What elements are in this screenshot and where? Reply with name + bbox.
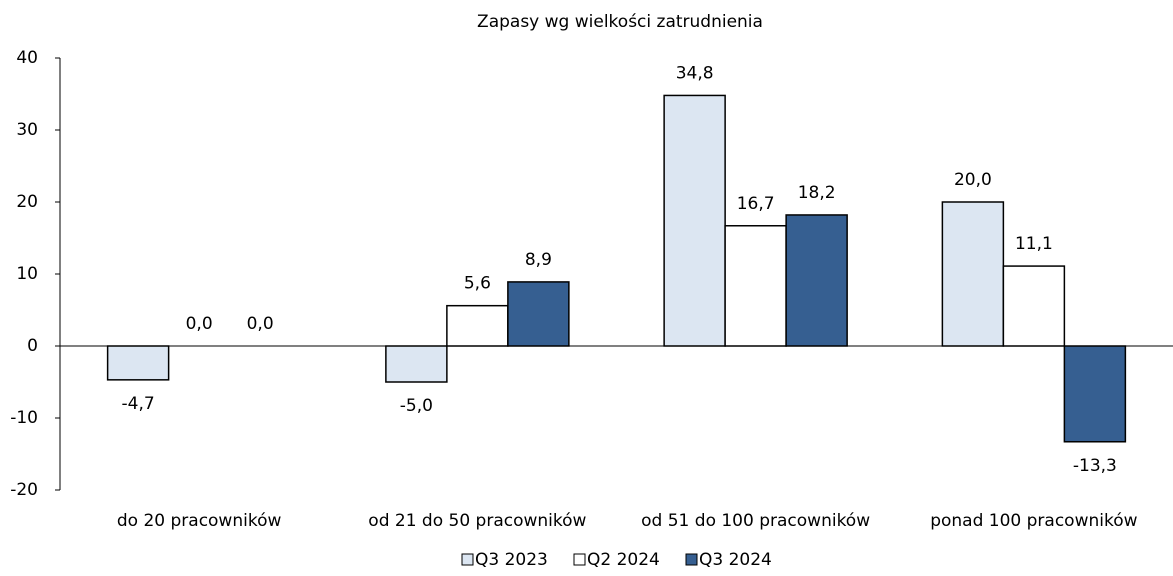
x-tick-label: od 51 do 100 pracowników [641, 511, 870, 531]
legend-label: Q2 2024 [587, 550, 660, 570]
y-tick-label: -20 [10, 480, 38, 500]
y-tick-label: 20 [16, 192, 38, 212]
legend-label: Q3 2024 [699, 550, 772, 570]
x-tick-label: od 21 do 50 pracowników [368, 511, 586, 531]
y-tick-label: 30 [16, 120, 38, 140]
bar [507, 281, 570, 347]
value-label: 20,0 [954, 170, 992, 190]
legend-label: Q3 2023 [475, 550, 548, 570]
bar [785, 214, 848, 347]
y-tick-label: -10 [10, 408, 38, 428]
legend-swatch [461, 553, 474, 566]
x-tick-label: ponad 100 pracowników [930, 511, 1137, 531]
value-label: 8,9 [525, 250, 552, 270]
chart-title: Zapasy wg wielkości zatrudnienia [477, 12, 763, 32]
y-tick-label: 0 [27, 336, 38, 356]
bar [724, 225, 787, 347]
bar [941, 201, 1005, 347]
value-label: -4,7 [122, 394, 155, 414]
value-label: -5,0 [400, 396, 433, 416]
y-tick-label: 10 [16, 264, 38, 284]
value-label: 11,1 [1015, 234, 1053, 254]
value-label: 16,7 [737, 194, 775, 214]
bar [106, 345, 170, 381]
bar [1002, 265, 1066, 347]
bar [663, 94, 726, 347]
bar [385, 345, 448, 383]
value-label: 5,6 [464, 274, 491, 294]
value-label: -13,3 [1073, 456, 1117, 476]
value-label: 34,8 [676, 63, 714, 83]
value-label: 0,0 [247, 314, 274, 334]
bar [1063, 345, 1127, 443]
value-label: 18,2 [798, 183, 836, 203]
x-tick-label: do 20 pracowników [117, 511, 282, 531]
bar [446, 304, 509, 347]
legend-swatch [573, 553, 586, 566]
legend-swatch [685, 553, 698, 566]
value-label: 0,0 [186, 314, 213, 334]
y-tick-label: 40 [16, 48, 38, 68]
